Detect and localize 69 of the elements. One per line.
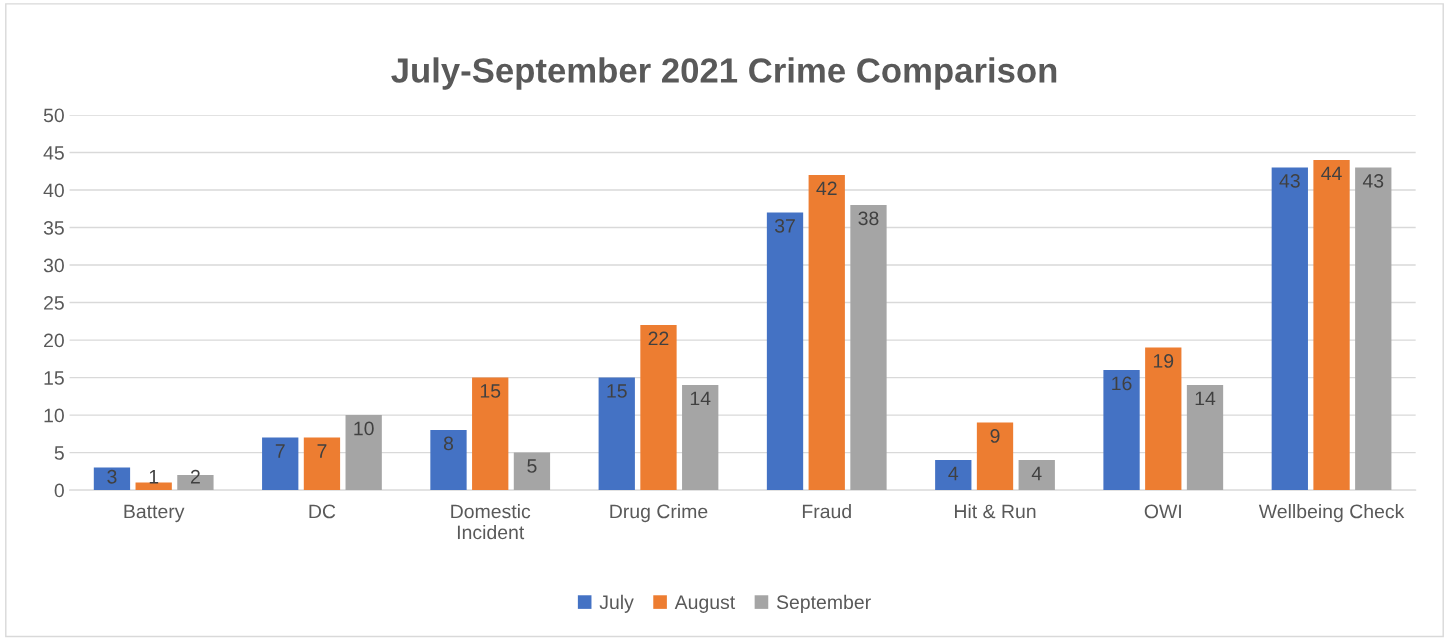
- x-tick-label: Battery: [124, 504, 185, 523]
- data-label: 16: [1112, 376, 1132, 391]
- bar: [935, 460, 972, 491]
- bar: [640, 325, 677, 491]
- y-tick-label: 15: [44, 371, 64, 385]
- bar: [135, 482, 172, 491]
- y-tick-label: 20: [44, 333, 64, 348]
- x-tick-label: Fraud: [802, 504, 851, 519]
- y-tick-label: 0: [54, 483, 64, 498]
- data-label: 7: [275, 444, 285, 458]
- y-tick-label: 40: [43, 183, 64, 198]
- data-label: 1: [149, 470, 159, 484]
- y-tick-label: 45: [43, 146, 64, 160]
- data-label: 8: [443, 436, 454, 451]
- x-tick-label: OWI: [1144, 504, 1181, 519]
- bar: [472, 377, 509, 491]
- bar: [808, 175, 845, 491]
- bar: [1355, 167, 1392, 491]
- legend-label: August: [674, 595, 736, 613]
- y-tick-label: 10: [44, 408, 64, 423]
- data-label: 14: [1195, 391, 1216, 406]
- data-label: 44: [1321, 166, 1342, 181]
- x-tick-label: DC: [309, 504, 336, 519]
- data-label: 4: [1031, 466, 1042, 481]
- data-label: 43: [1362, 173, 1384, 188]
- data-label: 4: [948, 466, 959, 481]
- data-label: 14: [690, 391, 711, 406]
- bar: [1103, 370, 1140, 491]
- bar: [513, 452, 551, 491]
- data-label: 38: [858, 211, 879, 226]
- data-label: 15: [480, 384, 501, 398]
- bar: [262, 437, 299, 491]
- bar: [345, 415, 382, 491]
- x-tick-label: Wellbeing Check: [1258, 504, 1405, 523]
- bar: [850, 205, 887, 491]
- bar: [1313, 160, 1350, 491]
- y-tick-label: 25: [44, 296, 64, 310]
- data-label: 3: [107, 469, 117, 484]
- data-label: 7: [317, 444, 327, 458]
- chart-title: July-September 2021 Crime Comparison: [391, 57, 1057, 90]
- y-tick-label: 30: [43, 258, 64, 273]
- data-label: 10: [354, 421, 374, 436]
- legend-label: September: [776, 594, 871, 613]
- bar: [303, 437, 341, 491]
- data-label: 5: [527, 459, 537, 473]
- x-tick-label: Hit & Run: [955, 504, 1036, 519]
- x-tick-label: Domestic Incident: [451, 504, 531, 540]
- data-label: 15: [607, 384, 627, 398]
- y-tick-label: 35: [43, 221, 64, 235]
- data-label: 19: [1153, 354, 1174, 368]
- bar: [1186, 385, 1224, 491]
- bar: [682, 385, 719, 491]
- bar: [93, 467, 131, 491]
- bar: [766, 212, 804, 491]
- bar: [598, 377, 635, 491]
- data-label: 22: [648, 331, 669, 346]
- y-tick-label: 5: [54, 446, 64, 460]
- y-tick-label: 50: [43, 108, 64, 123]
- data-label: 43: [1279, 173, 1300, 188]
- data-label: 37: [774, 219, 795, 233]
- bar: [430, 430, 467, 491]
- data-label: 42: [816, 181, 837, 196]
- legend-label: July: [599, 594, 634, 613]
- data-label: 9: [990, 429, 1000, 443]
- x-tick-label: Drug Crime: [610, 504, 708, 523]
- bar: [1271, 167, 1308, 491]
- bar: [1145, 347, 1182, 491]
- bar: [1018, 460, 1055, 491]
- bar: [976, 422, 1014, 491]
